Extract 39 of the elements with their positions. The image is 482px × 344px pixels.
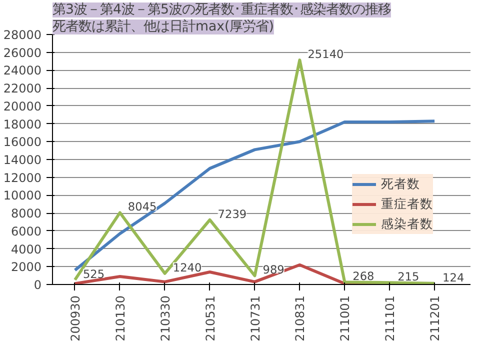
data-label: 989 bbox=[262, 262, 284, 277]
y-tick-label: 28000 bbox=[3, 28, 42, 42]
y-tick-label: 26000 bbox=[3, 46, 42, 60]
x-tick-label: 210130 bbox=[113, 295, 128, 342]
y-tick-label: 6000 bbox=[10, 224, 42, 238]
y-tick-label: 2000 bbox=[10, 260, 42, 274]
legend-label: 重症者数 bbox=[381, 196, 433, 212]
y-tick-label: 10000 bbox=[3, 188, 42, 203]
y-tick-label: 16000 bbox=[3, 135, 42, 150]
x-tick-label: 210831 bbox=[293, 295, 308, 342]
legend-label: 死者数 bbox=[381, 176, 420, 192]
data-label: 7239 bbox=[218, 206, 247, 221]
x-tick-label: 200930 bbox=[68, 295, 82, 342]
x-tick-label: 210731 bbox=[248, 295, 262, 342]
y-tick-label: 8000 bbox=[10, 206, 42, 221]
data-label: 8045 bbox=[128, 200, 157, 214]
data-label: 25140 bbox=[308, 47, 344, 62]
legend-label: 感染者数 bbox=[381, 216, 433, 232]
y-tick-label: 12000 bbox=[3, 170, 42, 185]
y-tick-label: 22000 bbox=[3, 82, 42, 96]
y-tick-label: 4000 bbox=[10, 242, 42, 256]
y-tick-label: 24000 bbox=[3, 64, 42, 78]
x-tick-label: 211201 bbox=[428, 295, 442, 342]
y-tick-label: 0 bbox=[34, 278, 42, 292]
line-series bbox=[73, 58, 436, 284]
x-tick-label: 210531 bbox=[203, 295, 218, 342]
data-label: 268 bbox=[352, 269, 374, 284]
y-tick-label: 18000 bbox=[3, 117, 42, 132]
data-label: 525 bbox=[82, 266, 105, 281]
x-tick-label: 211101 bbox=[383, 295, 398, 342]
y-tick-label: 14000 bbox=[3, 153, 42, 167]
chart-subtitle: 死者数は累計、他は日計max(厚労省) bbox=[52, 20, 274, 34]
chart-title: 第3波－第4波－第5波の死者数･重症者数･感染者数の推移 bbox=[52, 2, 391, 18]
x-tick-label: 211001 bbox=[338, 295, 352, 342]
data-label: 124 bbox=[442, 270, 464, 284]
data-label: 215 bbox=[398, 270, 420, 284]
data-label: 1240 bbox=[172, 260, 202, 274]
x-tick-label: 210330 bbox=[158, 295, 172, 342]
y-tick-label: 20000 bbox=[3, 99, 42, 114]
